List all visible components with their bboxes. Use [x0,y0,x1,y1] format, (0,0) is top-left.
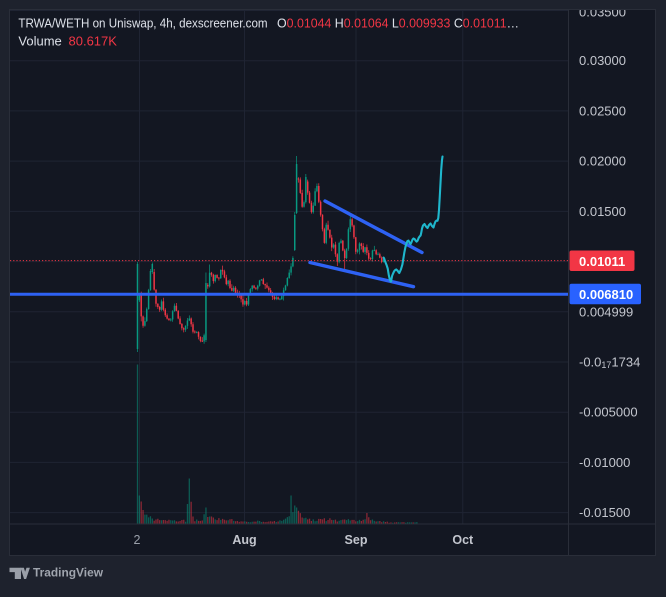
svg-text:0.02500: 0.02500 [579,103,626,118]
svg-text:0.03000: 0.03000 [579,53,626,68]
svg-text:-0.0171734: -0.0171734 [579,355,640,371]
svg-text:TRWA/WETH on Uniswap, 4h, dexs: TRWA/WETH on Uniswap, 4h, dexscreener.co… [18,16,267,31]
svg-text:0.004999: 0.004999 [579,304,633,319]
svg-text:O0.01044 H0.01064 L0.009933 C0: O0.01044 H0.01064 L0.009933 C0.01011… [277,16,519,31]
svg-text:0.01011: 0.01011 [579,254,625,269]
svg-text:-0.01500: -0.01500 [579,505,630,520]
svg-text:0.02000: 0.02000 [579,154,626,169]
svg-text:TradingView: TradingView [33,567,103,579]
svg-text:2: 2 [134,533,141,547]
svg-text:Volume: Volume [18,34,61,49]
svg-text:0.01500: 0.01500 [579,204,626,219]
svg-text:0.006810: 0.006810 [579,287,633,302]
svg-text:-0.005000: -0.005000 [579,405,638,420]
svg-text:-0.01000: -0.01000 [579,455,630,470]
svg-text:Sep: Sep [345,533,368,547]
svg-text:Aug: Aug [232,533,256,547]
svg-text:Oct: Oct [452,533,474,547]
svg-text:80.617K: 80.617K [69,34,118,49]
